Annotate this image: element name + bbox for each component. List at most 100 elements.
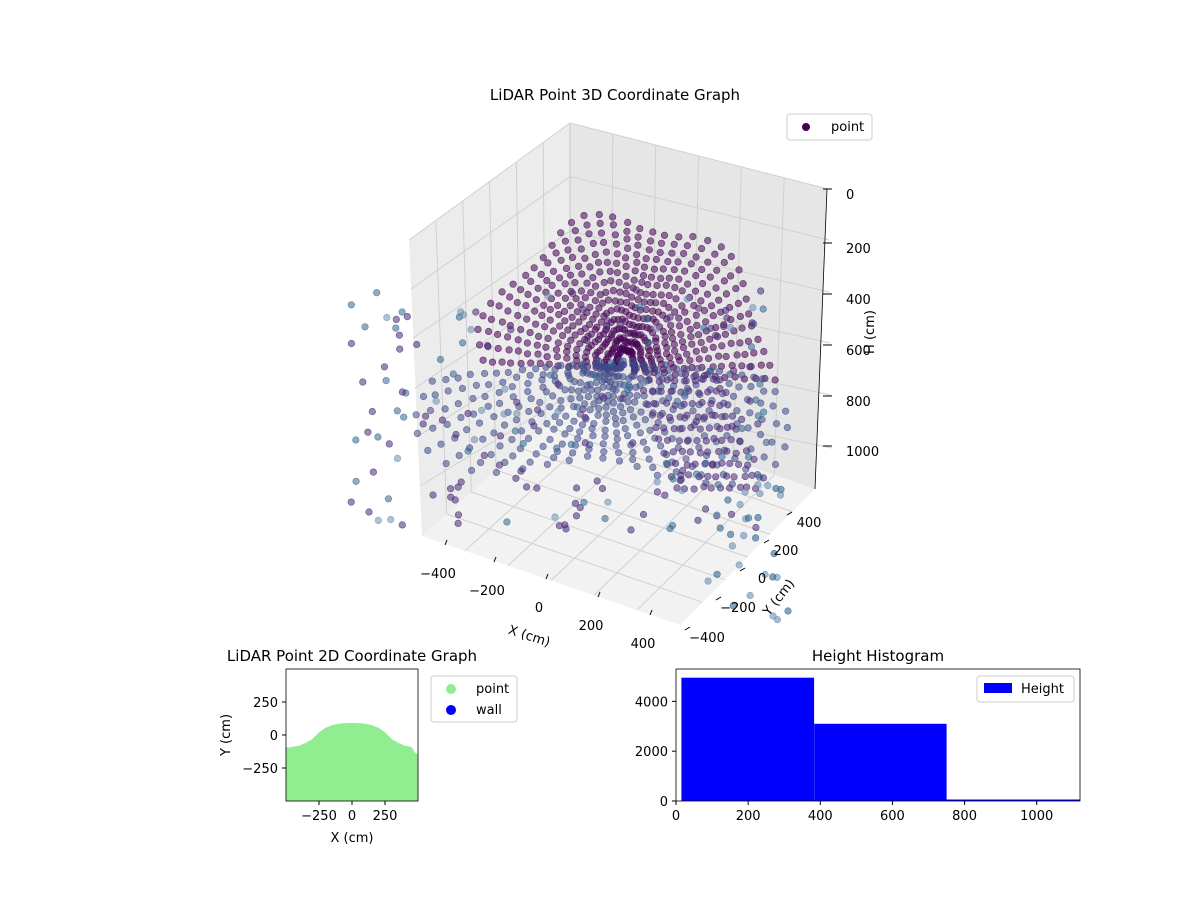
data-point — [754, 420, 762, 428]
data-point — [697, 245, 706, 253]
legend-2d: point wall — [430, 675, 518, 723]
data-point — [534, 332, 543, 341]
data-point — [613, 435, 621, 443]
data-point — [750, 455, 758, 463]
data-point — [454, 483, 462, 491]
grid-line — [569, 284, 831, 344]
data-point — [644, 338, 653, 347]
data-point — [716, 425, 724, 433]
x-tick-label: 0 — [672, 809, 680, 824]
data-point — [781, 407, 790, 415]
data-point — [603, 317, 612, 325]
data-point — [754, 513, 762, 522]
data-point — [678, 447, 687, 455]
data-point — [736, 501, 744, 509]
data-point — [567, 440, 575, 449]
data-point — [565, 456, 573, 465]
data-point — [572, 484, 581, 492]
data-point — [657, 291, 665, 299]
data-point — [713, 266, 721, 274]
data-point — [665, 292, 673, 300]
data-point — [625, 381, 633, 390]
data-point — [721, 330, 730, 338]
data-point — [457, 413, 465, 422]
data-point — [567, 395, 575, 403]
z-tick-label: 600 — [846, 344, 871, 359]
data-point — [419, 420, 427, 428]
data-point — [455, 451, 463, 460]
data-point — [585, 321, 594, 329]
data-point — [577, 287, 586, 295]
data-point — [702, 318, 710, 326]
data-point — [447, 485, 455, 493]
data-point — [428, 377, 436, 385]
data-point — [517, 359, 525, 368]
data-point — [729, 367, 738, 375]
data-point — [514, 311, 522, 320]
data-point — [612, 259, 621, 267]
y-tick — [715, 596, 722, 601]
data-point — [543, 460, 552, 469]
data-point — [680, 267, 689, 275]
data-point — [616, 321, 624, 329]
data-point — [479, 312, 487, 320]
data-point — [530, 264, 538, 272]
data-point — [591, 297, 600, 305]
data-point — [716, 524, 724, 532]
data-point — [720, 277, 729, 285]
data-point — [538, 311, 546, 320]
data-point — [512, 373, 521, 381]
data-point — [495, 388, 503, 397]
data-point — [557, 229, 565, 237]
data-point — [538, 376, 546, 384]
data-point — [400, 413, 408, 421]
data-point — [384, 495, 393, 503]
data-point — [403, 313, 411, 321]
x-tick-label: −400 — [420, 567, 456, 582]
data-point — [616, 357, 624, 365]
data-point — [586, 406, 594, 414]
data-point — [686, 448, 694, 456]
data-point — [479, 356, 487, 364]
data-point — [534, 284, 542, 292]
data-point — [657, 274, 665, 283]
data-point — [700, 413, 709, 421]
data-point — [561, 294, 570, 302]
data-point — [754, 335, 762, 344]
data-point — [650, 265, 659, 273]
data-point — [517, 326, 525, 334]
y-tick-label: 400 — [797, 516, 822, 531]
data-point — [664, 258, 672, 266]
data-point — [374, 516, 382, 525]
data-point — [444, 387, 452, 395]
data-point — [523, 315, 531, 323]
y-tick-label: 4000 — [635, 695, 668, 710]
data-point — [552, 346, 561, 354]
x-tick — [444, 539, 448, 546]
data-point — [622, 282, 630, 290]
data-point — [730, 473, 738, 481]
data-point — [368, 407, 376, 416]
data-point — [771, 388, 779, 396]
x-tick-label: 0 — [348, 809, 356, 824]
data-point — [533, 484, 541, 492]
data-point — [760, 453, 768, 461]
data-point — [632, 286, 640, 294]
data-point — [754, 481, 762, 489]
data-point — [536, 359, 544, 368]
data-point — [708, 411, 716, 419]
data-point — [479, 435, 487, 443]
data-point — [692, 272, 700, 280]
legend-label-point: point — [476, 682, 509, 697]
data-point — [413, 429, 422, 438]
data-point — [708, 460, 717, 468]
axis-ticks-histogram: 0 200 400 600 800 1000 0 2000 4000 — [635, 695, 1053, 824]
data-point — [597, 229, 606, 237]
data-point — [683, 365, 691, 373]
data-point — [612, 240, 621, 248]
data-point — [671, 283, 679, 292]
data-point — [676, 413, 684, 421]
data-point — [579, 405, 587, 413]
data-point — [580, 386, 589, 394]
data-point — [622, 299, 631, 307]
